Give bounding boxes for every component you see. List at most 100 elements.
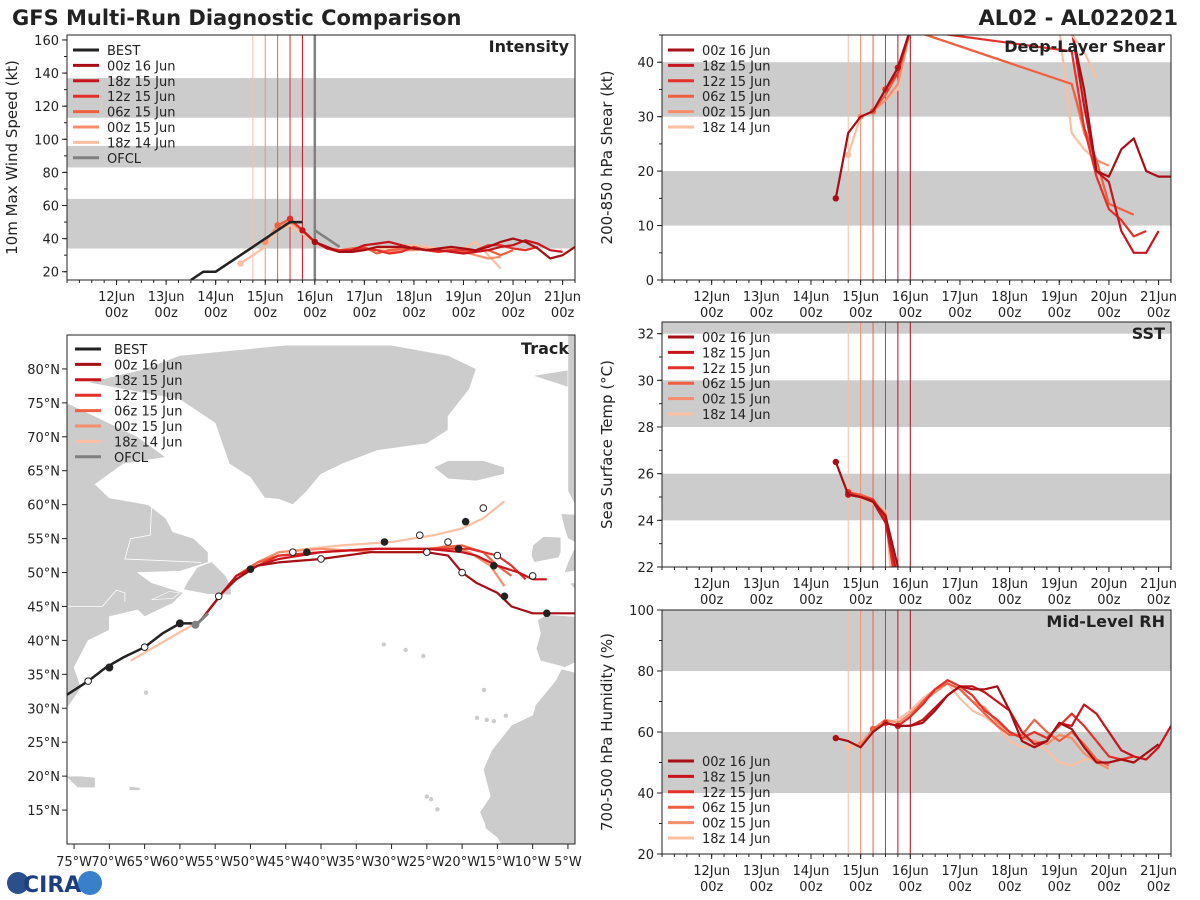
intensity-shade-band bbox=[67, 145, 575, 168]
sst-legend-label: 18z 14 Jun bbox=[702, 408, 771, 423]
track-best-marker bbox=[105, 663, 114, 672]
intensity-xtick-label: 17Jun bbox=[346, 290, 383, 305]
rh-xtick-label: 18Jun bbox=[991, 864, 1028, 879]
intensity-xtick-sublabel: 00z bbox=[402, 306, 426, 321]
sst-ytick-label: 22 bbox=[637, 561, 654, 576]
rh-series-line bbox=[835, 685, 1160, 764]
shear-ylabel: 200-850 hPa Shear (kt) bbox=[598, 71, 616, 245]
intensity-ytick-label: 160 bbox=[34, 34, 59, 49]
shear-ytick-label: 0 bbox=[646, 274, 654, 289]
atlantic-island bbox=[481, 687, 487, 693]
intensity-xtick-label: 19Jun bbox=[445, 290, 482, 305]
track-lat-label: 30°N bbox=[27, 702, 60, 717]
intensity-shade-band bbox=[67, 198, 575, 249]
track-legend-label: OFCL bbox=[114, 451, 149, 466]
sst-ytick-label: 30 bbox=[637, 374, 654, 389]
rh-ytick-label: 80 bbox=[637, 665, 654, 680]
track-legend-label: 00z 15 Jun bbox=[114, 420, 183, 435]
track-open-marker bbox=[444, 538, 452, 546]
intensity-ytick-label: 80 bbox=[42, 166, 59, 181]
track-lon-label: 15°W bbox=[479, 855, 515, 870]
sst-xtick-label: 18Jun bbox=[991, 577, 1028, 592]
greenland-land bbox=[88, 344, 477, 506]
atlantic-island bbox=[435, 807, 440, 812]
intensity-ytick-label: 60 bbox=[42, 200, 59, 215]
intensity-init-point bbox=[237, 260, 244, 267]
rh-xtick-label: 13Jun bbox=[743, 864, 780, 879]
track-filled-marker bbox=[461, 517, 470, 526]
rh-legend-label: 12z 15 Jun bbox=[702, 786, 771, 801]
rh-ytick-label: 20 bbox=[637, 848, 654, 863]
track-lon-label: 20°W bbox=[444, 855, 480, 870]
intensity-plot-area bbox=[67, 35, 575, 280]
sst-ytick-label: 24 bbox=[637, 514, 654, 529]
svalbard-land bbox=[532, 368, 575, 390]
sst-title: SST bbox=[1132, 324, 1165, 343]
track-lon-label: 10°W bbox=[515, 855, 551, 870]
intensity-legend-label: 00z 15 Jun bbox=[107, 121, 176, 136]
shear-xtick-sublabel: 00z bbox=[700, 306, 724, 321]
intensity-xtick-sublabel: 00z bbox=[551, 306, 575, 321]
rh-panel: 2040608010012Jun00z13Jun00z14Jun00z15Jun… bbox=[598, 604, 1177, 895]
intensity-xtick-sublabel: 00z bbox=[105, 306, 129, 321]
atlantic-island bbox=[491, 718, 497, 724]
intensity-xtick-sublabel: 00z bbox=[254, 306, 278, 321]
track-open-marker bbox=[140, 643, 149, 651]
sst-init-point bbox=[832, 458, 840, 466]
intensity-legend-label: 12z 15 Jun bbox=[107, 90, 176, 105]
rh-xtick-sublabel: 00z bbox=[849, 880, 873, 895]
shear-init-point bbox=[845, 151, 852, 158]
sst-panel: 22242628303212Jun00z13Jun00z14Jun00z15Ju… bbox=[598, 321, 1177, 608]
shear-xtick-sublabel: 00z bbox=[998, 306, 1022, 321]
intensity-xtick-label: 14Jun bbox=[197, 290, 234, 305]
shear-xtick-label: 14Jun bbox=[793, 290, 830, 305]
rh-xtick-label: 16Jun bbox=[892, 864, 929, 879]
rh-plot-area bbox=[662, 610, 1171, 854]
track-lon-label: 25°W bbox=[409, 855, 445, 870]
track-open-marker bbox=[415, 531, 424, 540]
rh-xtick-sublabel: 00z bbox=[700, 880, 724, 895]
intensity-init-point bbox=[299, 227, 306, 234]
track-filled-marker bbox=[500, 592, 509, 601]
track-lon-label: 30°W bbox=[374, 855, 410, 870]
track-filled-marker bbox=[490, 561, 498, 570]
cira-logo: CIRA bbox=[6, 868, 106, 898]
intensity-init-point bbox=[311, 238, 319, 246]
track-open-marker bbox=[84, 677, 92, 685]
shear-xtick-label: 20Jun bbox=[1090, 290, 1127, 305]
shear-legend-label: 00z 15 Jun bbox=[702, 106, 771, 121]
track-legend-label: BEST bbox=[114, 343, 147, 358]
rh-xtick-sublabel: 00z bbox=[998, 880, 1022, 895]
shear-xtick-label: 13Jun bbox=[743, 290, 780, 305]
intensity-legend-label: BEST bbox=[107, 44, 140, 59]
track-lat-label: 40°N bbox=[27, 634, 60, 649]
track-open-marker bbox=[423, 548, 431, 556]
intensity-init-point bbox=[286, 215, 294, 222]
intensity-xtick-label: 18Jun bbox=[395, 290, 432, 305]
rh-xtick-sublabel: 00z bbox=[1097, 880, 1121, 895]
track-open-marker bbox=[493, 551, 502, 560]
rh-ytick-label: 40 bbox=[637, 787, 654, 802]
rh-ytick-label: 100 bbox=[629, 604, 654, 619]
shear-xtick-sublabel: 00z bbox=[849, 306, 873, 321]
intensity-xtick-sublabel: 00z bbox=[204, 306, 228, 321]
sst-frame bbox=[661, 321, 1172, 568]
intensity-xtick-sublabel: 00z bbox=[501, 306, 525, 321]
intensity-frame bbox=[66, 34, 576, 281]
rh-xtick-sublabel: 00z bbox=[899, 880, 923, 895]
sst-xtick-sublabel: 00z bbox=[750, 593, 774, 608]
shear-xtick-sublabel: 00z bbox=[948, 306, 972, 321]
intensity-xtick-sublabel: 00z bbox=[154, 306, 178, 321]
track-best-marker bbox=[175, 619, 184, 628]
page-title: GFS Multi-Run Diagnostic Comparison bbox=[12, 6, 462, 30]
sst-xtick-sublabel: 00z bbox=[799, 593, 823, 608]
sst-ytick-label: 32 bbox=[637, 328, 654, 343]
shear-ytick-label: 40 bbox=[637, 56, 654, 71]
intensity-shade-band bbox=[67, 78, 575, 118]
sst-shade-band bbox=[662, 322, 1171, 334]
atlantic-island bbox=[403, 647, 408, 653]
sst-xtick-label: 12Jun bbox=[693, 577, 730, 592]
puerto-rico-land bbox=[128, 785, 141, 791]
north-america-land bbox=[67, 335, 209, 709]
